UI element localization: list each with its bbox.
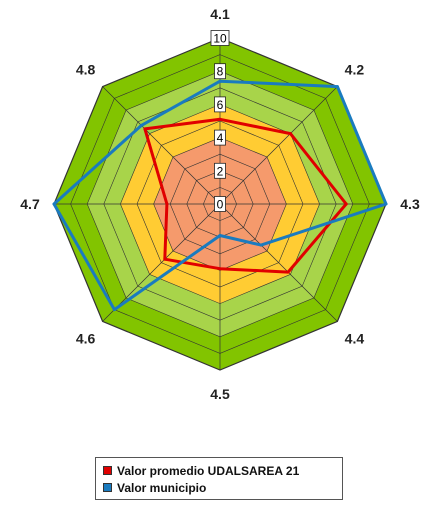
tick-label-10: 10 [213, 32, 227, 46]
axis-label-4.7: 4.7 [20, 196, 40, 212]
axis-label-4.5: 4.5 [210, 386, 230, 402]
series-0-point-4.6 [163, 257, 167, 261]
tick-label-0: 0 [217, 198, 224, 212]
legend-item-promedio: Valor promedio UDALSAREA 21 [103, 462, 336, 479]
series-0-point-4.7 [165, 202, 169, 206]
legend: Valor promedio UDALSAREA 21 Valor munici… [95, 457, 343, 500]
tick-label-6: 6 [217, 98, 224, 112]
series-1-point-4.6 [112, 308, 116, 312]
series-0-point-4.2 [288, 132, 292, 136]
axis-label-4.3: 4.3 [400, 196, 420, 212]
series-1-point-4.2 [335, 85, 339, 89]
axis-label-4.2: 4.2 [345, 62, 365, 78]
series-0-point-4.3 [344, 202, 348, 206]
series-0-point-4.5 [218, 267, 222, 271]
spoke-4.6 [102, 203, 221, 322]
legend-label-promedio: Valor promedio UDALSAREA 21 [117, 463, 300, 478]
series-1-point-4.3 [384, 202, 388, 206]
series-0-point-4.1 [218, 117, 222, 121]
axis-label-4.6: 4.6 [76, 330, 96, 346]
series-1-point-4.1 [218, 79, 222, 83]
legend-item-municipio: Valor municipio [103, 479, 336, 496]
series-1-point-4.4 [259, 243, 263, 247]
tick-label-4: 4 [217, 131, 224, 145]
tick-box-8 [214, 63, 226, 80]
tick-box-4 [214, 129, 226, 146]
spoke-4.8 [102, 86, 221, 205]
series-1-point-4.7 [52, 202, 56, 206]
legend-label-municipio: Valor municipio [117, 480, 207, 495]
spoke-4.2 [219, 86, 338, 205]
legend-swatch-municipio [103, 483, 112, 492]
series-1-point-4.8 [139, 123, 143, 127]
axis-label-4.4: 4.4 [345, 330, 365, 346]
series-0-point-4.4 [286, 270, 290, 274]
axis-label-4.1: 4.1 [210, 6, 230, 22]
tick-box-6 [214, 96, 226, 113]
tick-label-8: 8 [217, 65, 224, 79]
radar-chart: 0 2 4 6 8 10 4.1 4.2 4.3 4.4 4.5 4.6 4.7 4.8 [20, 6, 420, 402]
tick-box-0 [214, 196, 226, 212]
tick-box-2 [214, 162, 226, 179]
tick-box-10 [210, 30, 230, 46]
axis-label-4.8: 4.8 [76, 62, 96, 78]
spoke-4.4 [219, 203, 338, 322]
tick-label-2: 2 [217, 164, 224, 178]
series-0-point-4.8 [143, 127, 147, 131]
series-1-point-4.5 [218, 234, 222, 237]
legend-swatch-promedio [103, 466, 112, 475]
